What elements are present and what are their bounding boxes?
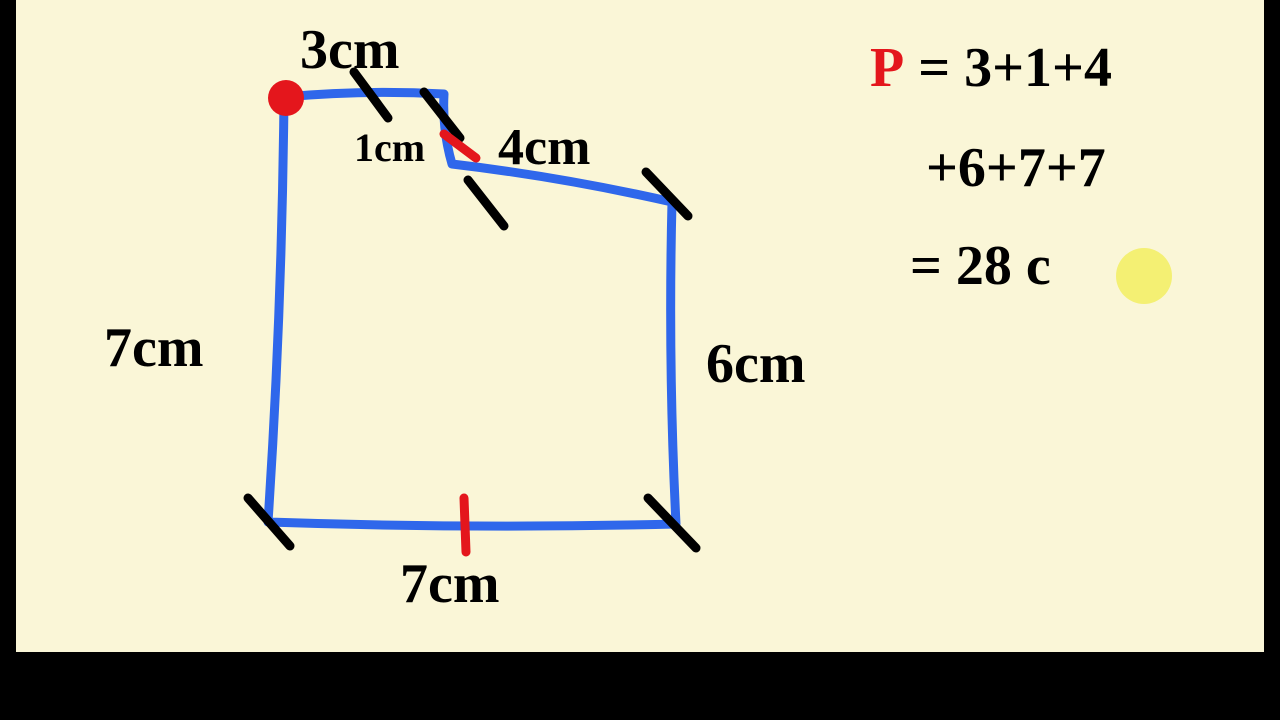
perimeter-symbol: P <box>870 37 904 99</box>
perimeter-equation-line-2: +6+7+7 <box>926 140 1106 196</box>
whiteboard-canvas: 3cm 1cm 4cm 6cm 7cm 7cm P = 3+1+4 +6+7+7… <box>0 0 1280 720</box>
perimeter-equation-line-3: = 28 c <box>910 238 1051 294</box>
dimension-label-bottom: 7cm <box>400 556 500 612</box>
dimension-label-notch-vertical: 1cm <box>354 128 425 168</box>
dimension-label-right: 6cm <box>706 336 806 392</box>
equation-line1-rest: = 3+1+4 <box>904 37 1112 99</box>
dimension-label-notch-horizontal: 4cm <box>498 122 590 174</box>
perimeter-equation-line-1: P = 3+1+4 <box>870 40 1112 96</box>
dimension-label-top: 3cm <box>300 22 400 78</box>
cursor-highlight-icon <box>1116 248 1172 304</box>
dimension-label-left: 7cm <box>104 320 204 376</box>
